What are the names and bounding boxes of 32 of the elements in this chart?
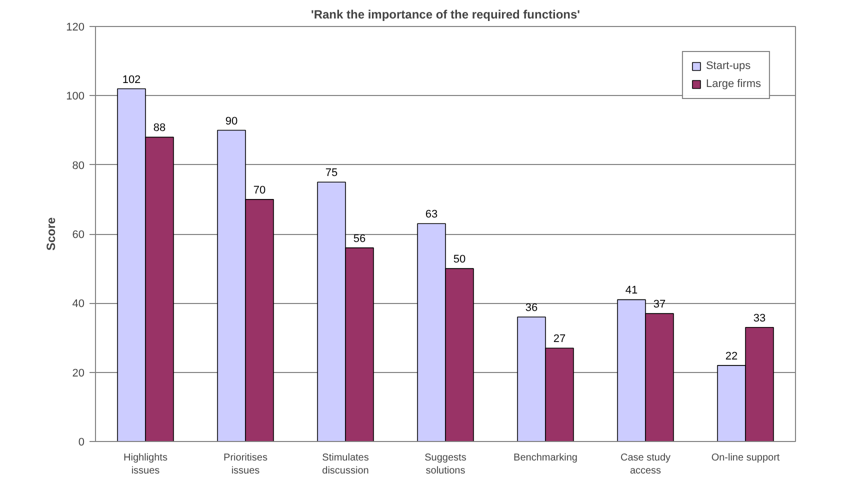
data-label: 37 [653, 298, 666, 311]
data-label: 102 [122, 74, 141, 86]
data-label: 50 [453, 254, 466, 266]
x-tick-label: Suggests solutions [424, 452, 466, 477]
y-tick-label: 60 [72, 229, 85, 241]
data-label: 41 [625, 284, 638, 297]
legend-label: Start-ups [706, 60, 751, 72]
y-axis-title: Score [44, 217, 58, 251]
y-tick-label: 40 [72, 298, 85, 310]
y-tick-label: 0 [78, 436, 85, 448]
data-label: 36 [525, 302, 538, 314]
data-label: 75 [325, 167, 338, 180]
y-tick-label: 80 [72, 160, 85, 172]
data-label: 88 [153, 122, 166, 134]
x-tick-label: Case study access [620, 452, 671, 477]
legend-label: Large firms [706, 78, 761, 90]
data-label: 90 [225, 115, 238, 128]
y-tick-label: 100 [66, 90, 85, 103]
y-tick-label: 20 [72, 367, 85, 380]
data-label: 56 [353, 232, 366, 245]
data-label: 63 [425, 208, 438, 221]
data-label: 70 [253, 184, 266, 196]
data-label: 22 [725, 350, 738, 362]
x-tick-label: Prioritises issues [224, 452, 268, 477]
y-tick-label: 120 [66, 22, 85, 34]
x-tick-label: Highlights issues [124, 452, 168, 477]
x-tick-label: Stimulates discussion [322, 452, 369, 477]
x-tick-label: Benchmarking [514, 452, 578, 464]
data-label: 27 [553, 333, 566, 346]
chart-title: 'Rank the importance of the required functions' [310, 8, 580, 22]
x-tick-label: On-line support [711, 452, 780, 464]
data-label: 33 [753, 312, 766, 324]
